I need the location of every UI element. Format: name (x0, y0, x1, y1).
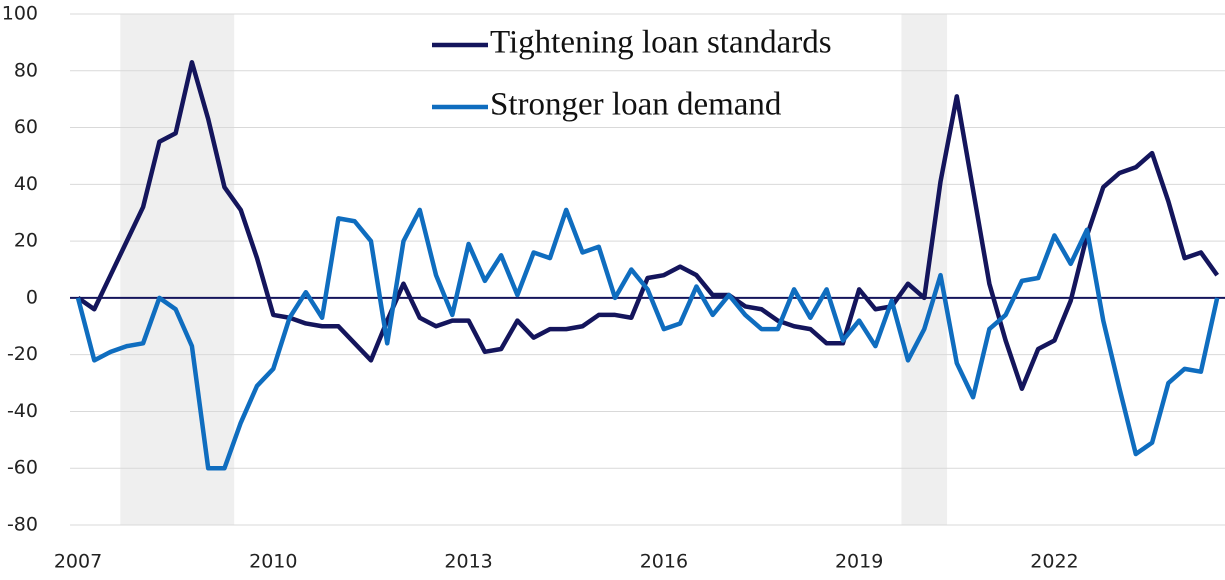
y-tick-label: -20 (7, 343, 38, 365)
y-tick-label: 60 (14, 116, 38, 138)
x-tick-label: 2013 (444, 551, 492, 573)
y-tick-label: -80 (7, 514, 38, 536)
x-tick-label: 2016 (640, 551, 688, 573)
legend-text: Tightening loan standards (490, 25, 832, 61)
x-tick-label: 2010 (249, 551, 297, 573)
x-tick-label: 2022 (1030, 551, 1078, 573)
y-tick-label: 100 (2, 3, 38, 25)
y-tick-label: -60 (7, 457, 38, 479)
x-tick-label: 2019 (835, 551, 883, 573)
y-tick-label: 20 (14, 230, 38, 252)
recession-band (120, 14, 235, 525)
line-series (75, 207, 1220, 471)
line-series (76, 60, 1220, 391)
y-tick-label: -40 (7, 400, 38, 422)
legend-text: Stronger loan demand (490, 87, 782, 123)
y-tick-label: 0 (26, 286, 38, 308)
y-tick-label: 40 (14, 173, 38, 195)
y-tick-label: 80 (14, 59, 38, 81)
x-tick-label: 2007 (54, 551, 102, 573)
recession-band (901, 14, 948, 525)
